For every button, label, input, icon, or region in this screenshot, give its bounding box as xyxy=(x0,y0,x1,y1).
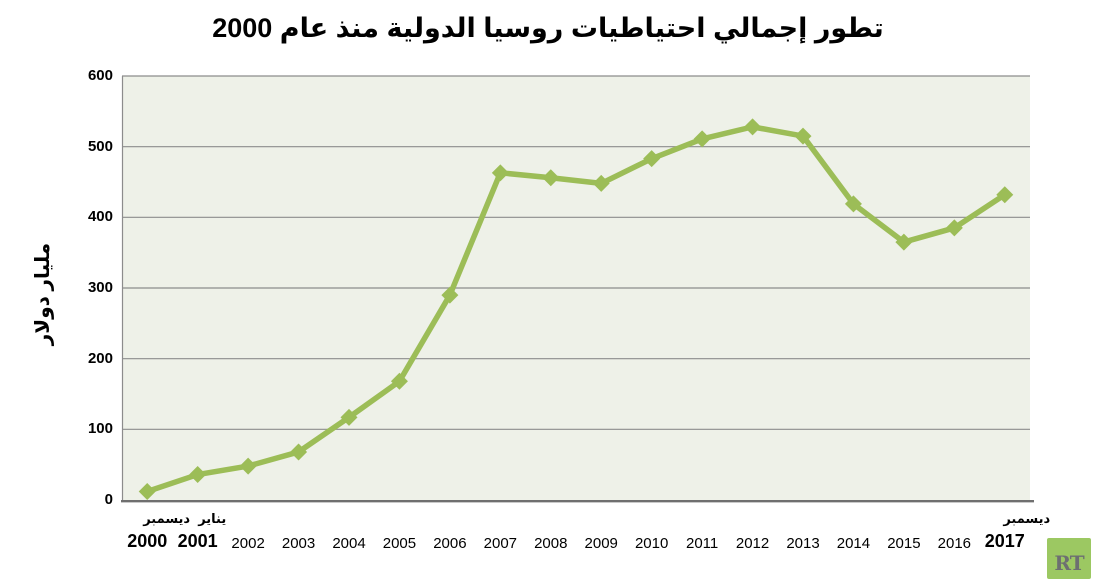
x-tick-label-2001: 2001 xyxy=(177,531,218,551)
data-point-marker xyxy=(189,466,207,484)
x-tick-month-2017: ديسمبر xyxy=(1003,511,1051,526)
data-point-marker xyxy=(945,219,963,237)
x-tick-label-2016: 2016 xyxy=(937,535,972,552)
data-point-marker xyxy=(290,443,308,461)
x-tick-label-2012: 2012 xyxy=(735,535,770,552)
data-point-marker xyxy=(643,150,661,168)
x-tick-label-2015: 2015 xyxy=(887,535,921,552)
data-point-marker xyxy=(592,174,610,192)
rt-logo-text: RT xyxy=(1054,550,1084,575)
data-point-marker xyxy=(441,286,459,304)
y-tick-label-300: 300 xyxy=(87,279,113,296)
x-tick-label-2007: 2007 xyxy=(483,535,518,552)
data-point-marker xyxy=(390,372,408,390)
y-tick-label-400: 400 xyxy=(87,208,113,226)
data-point-marker xyxy=(491,164,509,182)
x-tick-label-2003: 2003 xyxy=(281,535,316,552)
data-point-marker xyxy=(844,195,862,213)
x-tick-label-2014: 2014 xyxy=(836,535,871,552)
x-tick-label-2008: 2008 xyxy=(534,535,568,552)
y-tick-label-600: 600 xyxy=(87,67,113,84)
data-point-marker xyxy=(996,186,1014,204)
rt-logo: RT xyxy=(1047,538,1091,579)
data-point-marker xyxy=(744,118,762,136)
x-tick-label-2011: 2011 xyxy=(685,535,719,552)
series-line xyxy=(144,124,1008,495)
x-tick-label-2004: 2004 xyxy=(332,535,366,552)
x-tick-label-2017: 2017 xyxy=(984,531,1025,551)
x-tick-label-2006: 2006 xyxy=(433,535,467,552)
x-tick-label-2000: 2000 xyxy=(127,531,168,551)
y-tick-label-100: 100 xyxy=(87,420,113,438)
data-point-marker xyxy=(794,127,812,145)
data-point-marker xyxy=(895,233,913,251)
x-tick-label-2005: 2005 xyxy=(382,535,417,552)
x-tick-label-2010: 2010 xyxy=(634,535,669,552)
x-tick-label-2013: 2013 xyxy=(786,535,820,552)
x-tick-label-2009: 2009 xyxy=(584,535,618,552)
x-tick-label-2002: 2002 xyxy=(231,535,265,552)
data-point-marker xyxy=(239,457,257,475)
chart-title: تطور إجمالي احتياطيات روسيا الدولية منذ … xyxy=(212,13,884,43)
y-tick-label-0: 0 xyxy=(104,491,113,508)
data-point-marker xyxy=(138,483,156,501)
y-tick-label-200: 200 xyxy=(87,349,113,367)
x-tick-month-2000: يناير xyxy=(198,511,227,526)
data-point-marker xyxy=(542,169,560,187)
x-tick-month-2001: ديسمبر xyxy=(143,511,191,526)
data-point-marker xyxy=(693,130,711,148)
y-tick-label-500: 500 xyxy=(87,137,113,155)
data-point-marker xyxy=(340,408,358,426)
